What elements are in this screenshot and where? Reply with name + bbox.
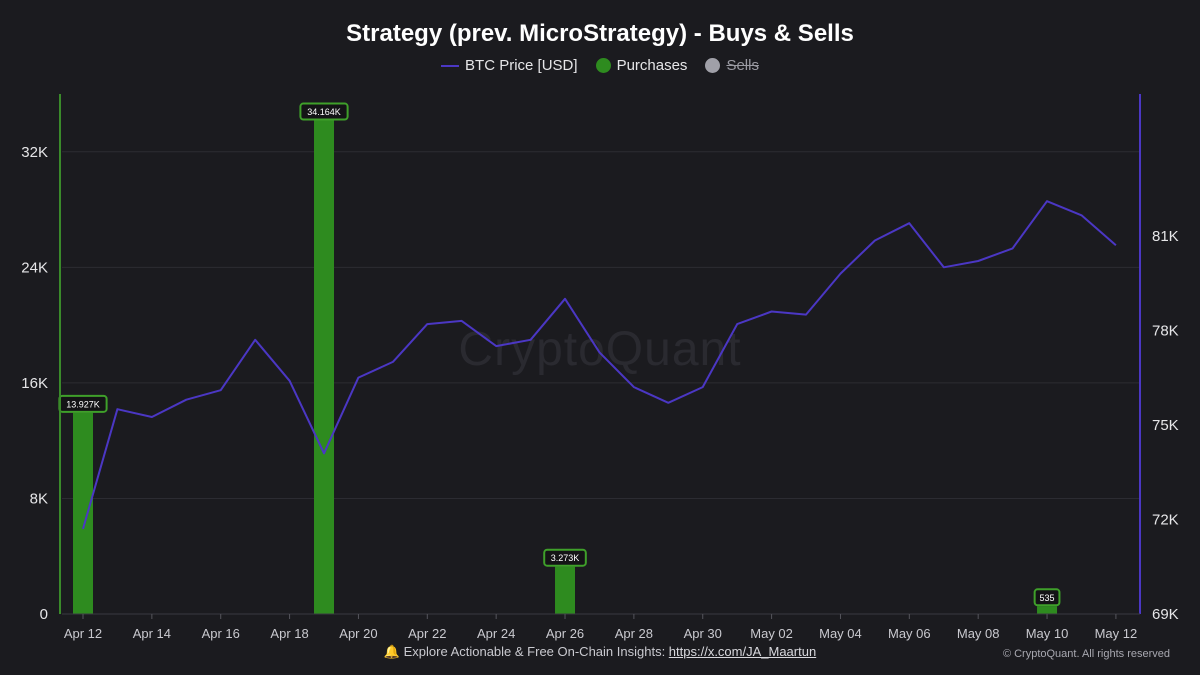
purchase-data-label: 34.164K bbox=[307, 107, 341, 117]
x-tick-label: May 02 bbox=[750, 626, 793, 641]
x-tick-label: May 08 bbox=[957, 626, 1000, 641]
chart-title: Strategy (prev. MicroStrategy) - Buys & … bbox=[346, 20, 854, 47]
purchase-bar bbox=[555, 566, 576, 614]
legend: BTC Price [USD] Purchases Sells bbox=[0, 57, 1200, 74]
x-tick-label: Apr 16 bbox=[202, 626, 240, 641]
legend-label: Sells bbox=[726, 57, 759, 74]
purchase-data-label: 3.273K bbox=[551, 553, 580, 563]
axes: 0 8K 16K 24K 32K 69K 72K 75K 78K 81K Apr 12 Apr 14 A… bbox=[21, 94, 1179, 641]
x-tick-label: May 04 bbox=[819, 626, 862, 641]
footer: 🔔 Explore Actionable & Free On-Chain Ins… bbox=[0, 644, 1200, 660]
btc-price-line bbox=[82, 200, 1117, 530]
grid-lines bbox=[62, 151, 1140, 615]
x-tick-label: Apr 26 bbox=[546, 626, 584, 641]
dot-swatch-icon bbox=[705, 58, 721, 73]
footer-link[interactable]: https://x.com/JA_Maartun bbox=[668, 644, 817, 659]
x-tick-label: Apr 22 bbox=[408, 626, 446, 641]
copyright: © CryptoQuant. All rights reserved bbox=[1002, 648, 1170, 660]
purchase-bar bbox=[1037, 606, 1058, 614]
right-tick-label: 69K bbox=[1152, 606, 1179, 623]
right-tick-label: 75K bbox=[1152, 417, 1179, 434]
purchase-bar bbox=[314, 120, 335, 615]
line-swatch-icon bbox=[441, 64, 460, 67]
x-tick-label: Apr 14 bbox=[133, 626, 171, 641]
watermark: CryptoQuant bbox=[458, 323, 742, 376]
legend-item-sells[interactable]: Sells bbox=[705, 57, 759, 74]
x-tick-label: Apr 18 bbox=[270, 626, 308, 641]
x-tick-label: Apr 12 bbox=[64, 626, 102, 641]
right-tick-label: 72K bbox=[1152, 511, 1179, 528]
legend-label: Purchases bbox=[616, 57, 688, 74]
x-tick-label: May 10 bbox=[1026, 626, 1069, 641]
left-tick-label: 0 bbox=[40, 606, 48, 623]
dot-swatch-icon bbox=[595, 58, 611, 73]
purchase-bar bbox=[73, 412, 93, 614]
x-tick-label: Apr 20 bbox=[339, 626, 377, 641]
right-tick-label: 78K bbox=[1152, 322, 1179, 339]
purchase-label-box bbox=[299, 102, 349, 121]
purchase-bar-labels: 13.927K 34.164K 3.273K 535 bbox=[58, 102, 1061, 607]
left-tick-label: 16K bbox=[21, 375, 48, 392]
left-tick-label: 8K bbox=[30, 490, 48, 507]
x-tick-label: Apr 24 bbox=[477, 626, 515, 641]
purchase-data-label: 535 bbox=[1040, 593, 1055, 603]
purchase-label-box bbox=[1033, 588, 1061, 607]
x-tick-label: Apr 30 bbox=[684, 626, 722, 641]
legend-label: BTC Price [USD] bbox=[465, 57, 578, 74]
legend-item-btc-price[interactable]: BTC Price [USD] bbox=[441, 57, 578, 74]
purchase-label-box bbox=[543, 548, 587, 567]
left-tick-label: 32K bbox=[21, 144, 48, 161]
footer-text: 🔔 Explore Actionable & Free On-Chain Ins… bbox=[383, 644, 669, 659]
x-tick-label: Apr 28 bbox=[615, 626, 653, 641]
purchase-bars bbox=[73, 120, 1058, 615]
right-tick-label: 81K bbox=[1152, 228, 1179, 245]
btc-price-series-line bbox=[82, 200, 1117, 530]
purchase-data-label: 13.927K bbox=[66, 399, 100, 409]
legend-item-purchases[interactable]: Purchases bbox=[595, 57, 688, 74]
x-tick-label: May 12 bbox=[1095, 626, 1138, 641]
x-tick-label: May 06 bbox=[888, 626, 931, 641]
left-tick-label: 24K bbox=[21, 259, 48, 276]
